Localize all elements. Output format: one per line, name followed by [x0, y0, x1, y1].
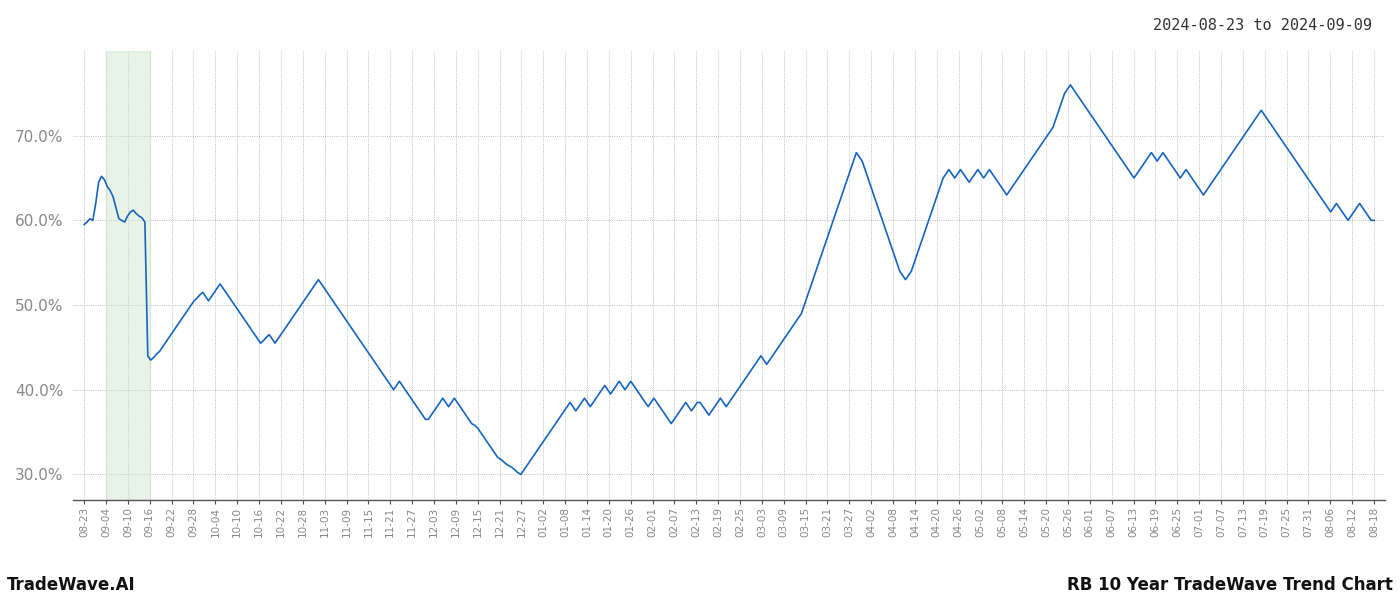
Text: 2024-08-23 to 2024-09-09: 2024-08-23 to 2024-09-09	[1154, 18, 1372, 33]
Bar	[106, 51, 150, 500]
Text: TradeWave.AI: TradeWave.AI	[7, 576, 136, 594]
Text: RB 10 Year TradeWave Trend Chart: RB 10 Year TradeWave Trend Chart	[1067, 576, 1393, 594]
